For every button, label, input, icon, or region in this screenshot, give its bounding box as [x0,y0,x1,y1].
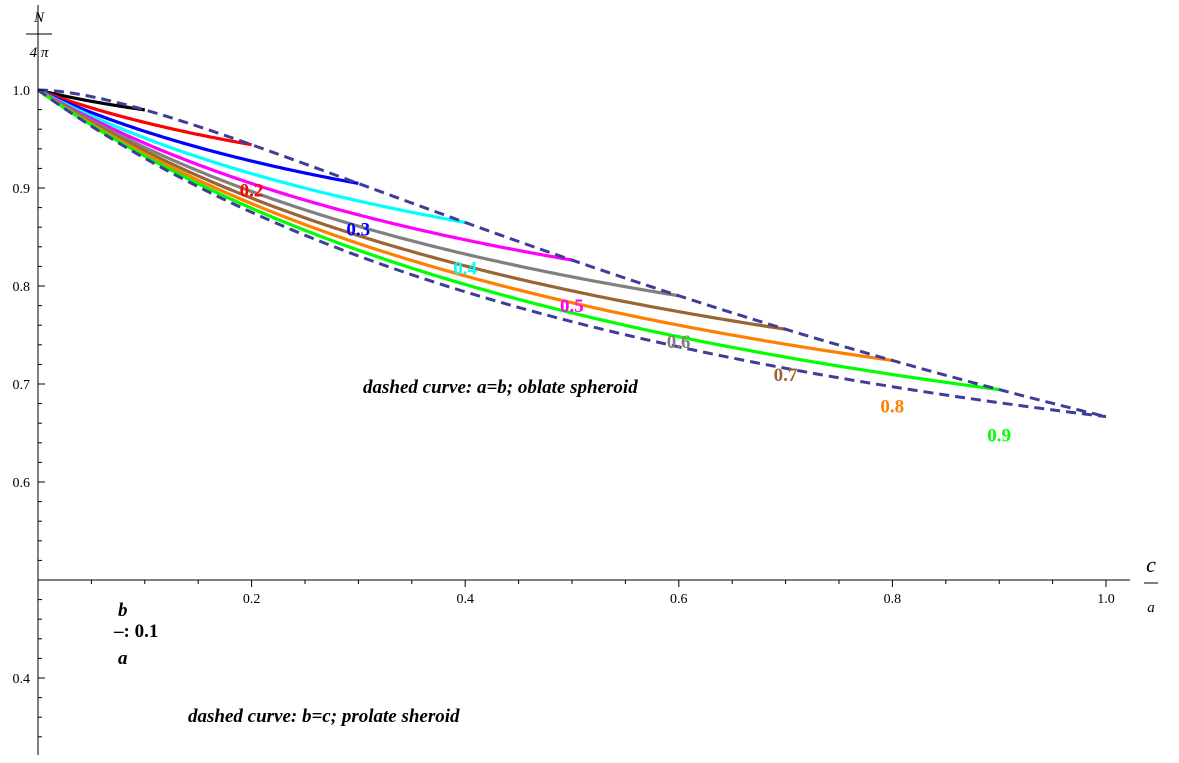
y-label-denominator: 4 π [30,45,49,61]
y-tick-label: 0.6 [13,476,31,491]
y-label-numerator: N [33,10,45,26]
dashed-curves-group [37,88,1107,419]
x-tick-label: 0.2 [243,592,261,607]
series-curve-0.5 [37,88,573,262]
y-tick-label: 0.4 [13,672,31,687]
oblate-annotation: dashed curve: a=b; oblate spheroid [363,377,638,398]
series-label-0.7: 0.7 [774,365,798,386]
series-curve-0.1 [37,88,146,112]
series-curve-0.8 [37,88,893,363]
y-tick-label: 1.0 [13,84,31,99]
series-label-0.9: 0.9 [987,426,1011,447]
series-label-0.6: 0.6 [667,332,691,353]
x-tick-label: 1.0 [1097,592,1115,607]
label-a: a [118,648,128,669]
series-curve-0.6 [37,88,680,298]
y-tick-label: 0.9 [13,182,31,197]
series-label-0.5: 0.5 [560,296,584,317]
series-label-0.2: 0.2 [240,181,264,202]
series-label-0.3: 0.3 [346,220,370,241]
label-first-series: –: 0.1 [113,621,158,642]
curves-group [37,88,1000,392]
series-label-0.4: 0.4 [453,258,477,279]
series-label-0.8: 0.8 [880,397,904,418]
series-curve-0.4 [37,88,466,225]
y-tick-label: 0.8 [13,280,31,295]
curve-labels-group: 0.2 0.3 0.4 0.5 0.6 0.7 0.8 0.9 [240,181,1011,447]
x-label-denominator: a [1147,600,1155,616]
y-tick-label: 0.7 [13,378,31,393]
x-tick-label: 0.4 [456,592,474,607]
series-curve-0.7 [37,88,786,331]
x-tick-label: 0.8 [884,592,902,607]
ticks-group: 0.2 0.4 0.6 0.8 1.0 0.4 0.6 0.7 0.8 0.9 1.0 [13,84,1115,738]
series-curve-0.9 [37,88,1000,392]
prolate-annotation: dashed curve: b=c; prolate sheroid [188,706,460,727]
series-curve-0.3 [37,88,359,186]
label-b: b [118,600,128,621]
series-curve-0.2 [37,88,252,147]
oblate-dashed-curve [37,88,1107,419]
prolate-dashed-curve [37,88,1107,419]
x-tick-label: 0.6 [670,592,688,607]
x-label-numerator: c [1146,552,1156,577]
